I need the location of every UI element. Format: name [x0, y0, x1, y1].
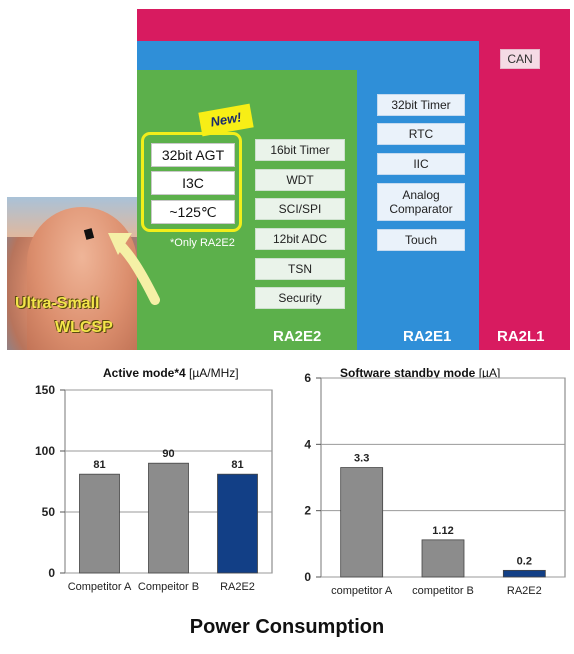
chart1-ytick-label: 100 [35, 444, 55, 458]
feature-rtc: RTC [377, 123, 465, 145]
chart1-title-text: Active mode*4 [103, 366, 186, 380]
chart1-value-label: 81 [231, 459, 243, 471]
chart2-ytick-label: 6 [304, 372, 311, 385]
chart2-title: Software standby mode [µA] [340, 366, 500, 380]
feature-32bit-agt: 32bit AGT [151, 143, 235, 167]
chart1-ytick-label: 50 [42, 505, 56, 519]
chart2-category-label: competitor A [331, 585, 393, 597]
chart2-ytick-label: 0 [304, 570, 311, 584]
label-ra2e1: RA2E1 [403, 328, 452, 345]
chart1-title: Active mode*4 [µA/MHz] [103, 366, 239, 380]
feature-security: Security [255, 287, 345, 309]
chart2-bar [340, 467, 384, 578]
chart1-value-label: 81 [93, 459, 105, 471]
chart2-bar [421, 539, 465, 578]
chart1-category-label: Competitor A [68, 581, 132, 593]
chart2-svg: 0 2 4 6 3.3 competitor A 1.12 competitor B 0.2 RA… [304, 372, 566, 597]
chart2-unit: [µA] [478, 366, 501, 380]
wlcsp-photo: Ultra-Small WLCSP [7, 197, 137, 350]
chart1-category-label: RA2E2 [220, 581, 255, 593]
photo-label-line1: Ultra-Small [15, 295, 100, 312]
chart2-ytick-label: 4 [304, 437, 311, 451]
chart1-category-label: Compeitor B [138, 581, 199, 593]
chart2-value-label: 1.12 [432, 525, 453, 537]
feature-12bit-adc: 12bit ADC [255, 228, 345, 250]
arrow-icon [108, 233, 160, 305]
feature-iic: IIC [377, 153, 465, 175]
chart2-category-label: competitor B [412, 585, 474, 597]
feature-analog-comparator: Analog Comparator [377, 183, 465, 221]
feature-touch: Touch [377, 229, 465, 251]
chart1-unit: [µA/MHz] [189, 366, 239, 380]
chart2-title-text: Software standby mode [340, 366, 476, 380]
feature-can: CAN [500, 49, 540, 69]
chart2-value-label: 3.3 [354, 453, 369, 465]
label-ra2l1: RA2L1 [497, 328, 545, 345]
feature-32bit-timer: 32bit Timer [377, 94, 465, 116]
feature-125c: ~125℃ [151, 200, 235, 224]
chart1-value-label: 90 [162, 448, 174, 460]
chart1-bar [148, 462, 189, 574]
chart1-bar [217, 473, 258, 574]
chart1-ytick-label: 150 [35, 383, 55, 397]
feature-tsn: TSN [255, 258, 345, 280]
feature-i3c: I3C [151, 171, 235, 195]
only-ra2e2-note: *Only RA2E2 [170, 237, 235, 249]
chart1-bar [79, 473, 120, 574]
chart2-ytick-label: 2 [304, 504, 311, 518]
fingertip-shape [27, 207, 137, 350]
chart1-ytick-label: 0 [48, 566, 55, 580]
feature-wdt: WDT [255, 169, 345, 191]
footer-title: Power Consumption [189, 616, 385, 638]
chart2-bar [502, 569, 546, 578]
feature-16bit-timer: 16bit Timer [255, 139, 345, 161]
photo-label-line2: WLCSP [55, 319, 113, 336]
chart2-value-label: 0.2 [517, 555, 532, 567]
chart2-category-label: RA2E2 [507, 585, 542, 597]
chart1-svg: 0 50 100 150 81 Competitor A 90 Compeitor B 81 RA… [35, 383, 273, 593]
new-features-highlight [141, 132, 242, 232]
label-ra2e2: RA2E2 [273, 328, 322, 345]
feature-sci-spi: SCI/SPI [255, 198, 345, 220]
